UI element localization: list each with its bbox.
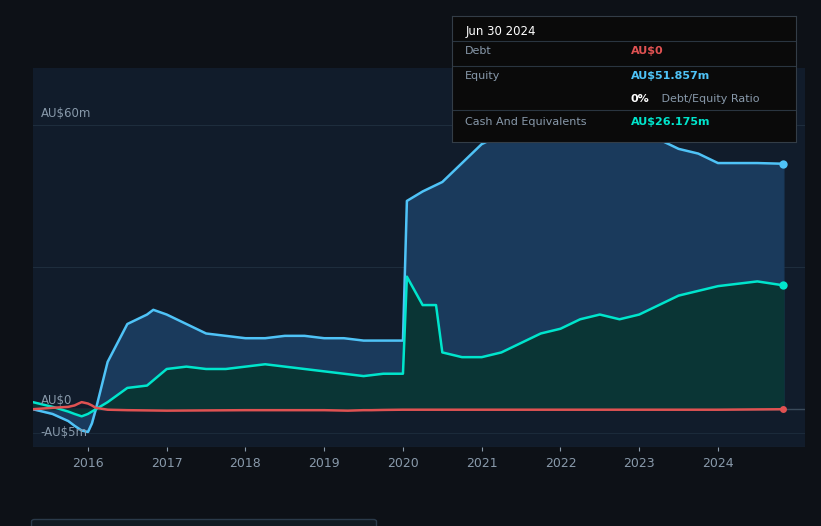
Text: Cash And Equivalents: Cash And Equivalents [466, 117, 587, 127]
Text: Equity: Equity [466, 72, 501, 82]
Text: 0%: 0% [631, 94, 649, 104]
Text: -AU$5m: -AU$5m [41, 427, 88, 439]
Text: AU$51.857m: AU$51.857m [631, 72, 710, 82]
Text: Debt: Debt [466, 46, 492, 56]
Legend: Debt, Equity, Cash And Equivalents: Debt, Equity, Cash And Equivalents [31, 519, 376, 526]
Text: Debt/Equity Ratio: Debt/Equity Ratio [658, 94, 760, 104]
Text: AU$60m: AU$60m [41, 107, 91, 120]
Text: Jun 30 2024: Jun 30 2024 [466, 25, 536, 38]
Text: AU$26.175m: AU$26.175m [631, 117, 710, 127]
Text: AU$0: AU$0 [41, 394, 72, 407]
Text: AU$0: AU$0 [631, 46, 663, 56]
